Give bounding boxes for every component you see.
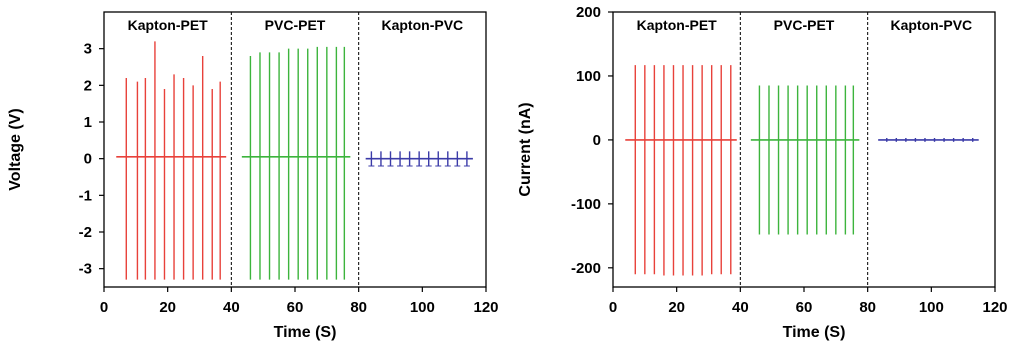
current-x-tick-label: 0: [609, 299, 617, 316]
voltage-plot-frame: [103, 11, 487, 288]
voltage-segment-label: PVC-PET: [265, 17, 326, 33]
voltage-x-tick-label: 20: [159, 299, 176, 316]
current-x-axis-title: Time (S): [783, 324, 846, 341]
current-y-tick-label: -200: [571, 260, 601, 277]
current-segment-label: Kapton-PVC: [890, 17, 972, 33]
current-y-tick-label: 0: [593, 132, 601, 149]
voltage-x-tick-label: 120: [473, 299, 498, 316]
current-x-tick-label: 120: [982, 299, 1007, 316]
voltage-y-tick-label: 0: [84, 151, 92, 168]
voltage-y-tick-label: 3: [84, 41, 92, 58]
current-chart: Kapton-PET PVC-PET Kapton-PVC 0 20 40 60 80 100 1…: [517, 4, 1008, 341]
current-y-tick-label: 200: [576, 4, 601, 21]
voltage-y-tick-label: 1: [84, 114, 92, 131]
current-x-tick-label: 20: [668, 299, 685, 316]
voltage-y-tick-label: -3: [79, 261, 92, 278]
current-segment-label: Kapton-PET: [637, 17, 718, 33]
current-y-tick-label: -100: [571, 196, 601, 213]
current-y-axis-title: Current (nA): [517, 102, 534, 196]
voltage-x-tick-label: 40: [223, 299, 240, 316]
voltage-segment-label: Kapton-PVC: [381, 17, 463, 33]
current-x-tick-label: 100: [919, 299, 944, 316]
voltage-x-tick-label: 0: [100, 299, 108, 316]
current-plot-frame: [612, 11, 996, 288]
current-x-tick-label: 80: [859, 299, 876, 316]
voltage-y-tick-label: -1: [79, 187, 92, 204]
voltage-y-tick-label: -2: [79, 224, 92, 241]
current-y-tick-label: 100: [576, 68, 601, 85]
voltage-y-axis-title: Voltage (V): [7, 108, 24, 190]
voltage-y-tick-label: 2: [84, 77, 92, 94]
current-segment-label: PVC-PET: [774, 17, 835, 33]
voltage-segment-label: Kapton-PET: [128, 17, 209, 33]
current-x-tick-label: 60: [796, 299, 813, 316]
current-x-tick-label: 40: [732, 299, 749, 316]
voltage-x-axis-title: Time (S): [274, 324, 337, 341]
voltage-x-tick-label: 80: [350, 299, 367, 316]
voltage-x-tick-label: 100: [410, 299, 435, 316]
voltage-x-tick-label: 60: [287, 299, 304, 316]
